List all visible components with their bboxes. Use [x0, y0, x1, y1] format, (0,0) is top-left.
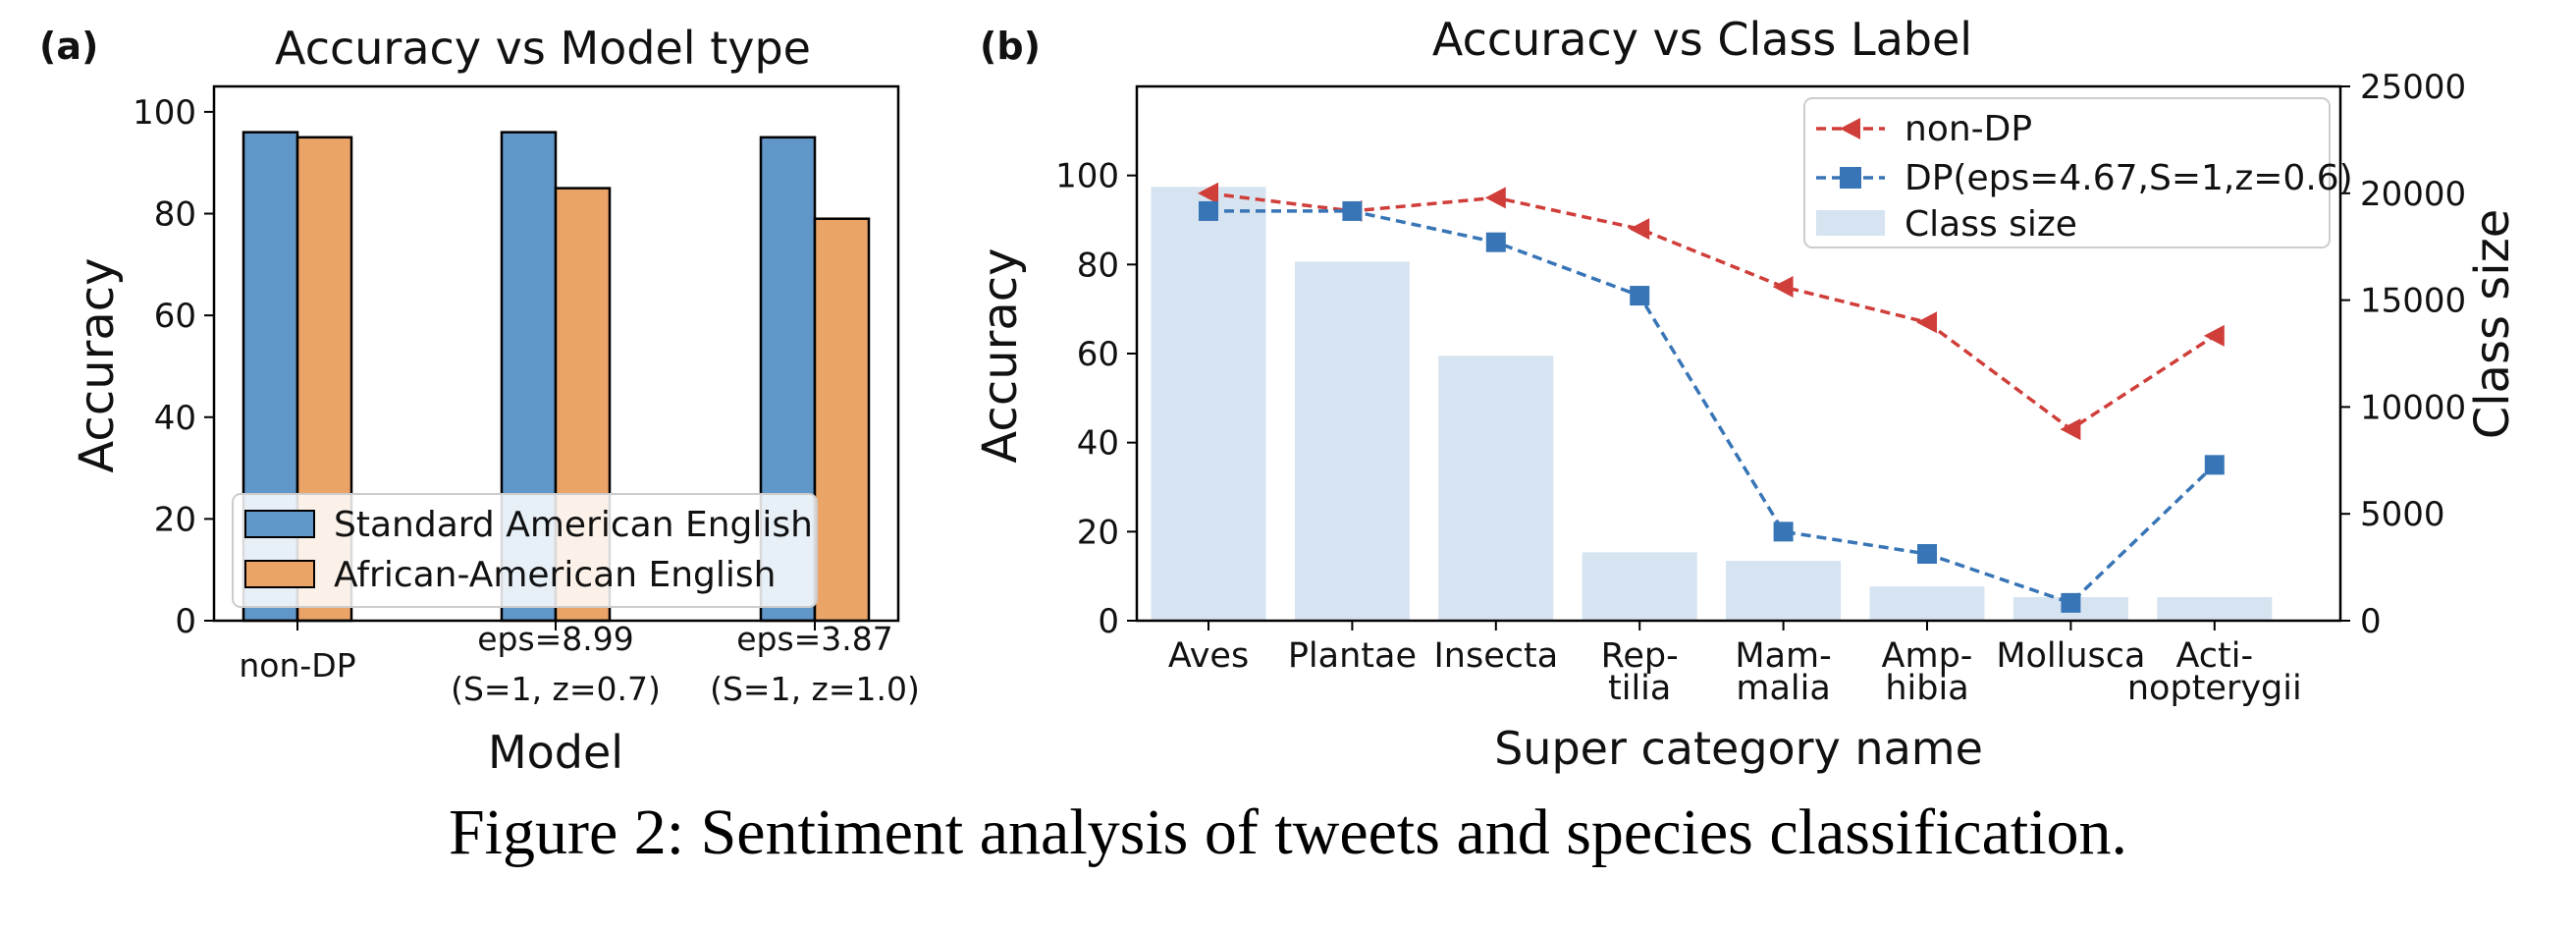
point-nondp-2 — [1484, 187, 1506, 209]
panel-b-x-ticks: Aves Plantae Insecta Rep-tilia Mam-malia Amp-… — [1168, 621, 2302, 708]
point-nondp-0 — [1198, 182, 1218, 204]
y-tick-label: 60 — [154, 297, 196, 336]
point-nondp-7 — [2203, 324, 2225, 347]
classsize-bar-7 — [2157, 597, 2273, 621]
panel-a: (a) Accuracy vs Model type Accuracy Mode… — [39, 22, 920, 779]
point-dp-1 — [1342, 200, 1363, 221]
y2-tick-label: 25000 — [2360, 68, 2466, 107]
y2-tick-label: 10000 — [2360, 388, 2466, 427]
point-dp-4 — [1773, 521, 1794, 542]
figure-caption: Figure 2: Sentiment analysis of tweets a… — [448, 796, 2128, 868]
y2-tick-label: 15000 — [2360, 282, 2466, 321]
y-tick-label: 60 — [1077, 335, 1119, 374]
classsize-bar-4 — [1726, 561, 1842, 621]
point-dp-7 — [2204, 455, 2225, 475]
x-tick-label: eps=8.99 — [477, 620, 634, 658]
y-tick-label: 40 — [154, 399, 196, 438]
legend-label-nondp: non-DP — [1905, 109, 2032, 149]
panel-b: (b) Accuracy vs Class Label Accuracy Cla… — [973, 13, 2520, 775]
point-dp-3 — [1630, 286, 1650, 306]
panel-b-title: Accuracy vs Class Label — [1432, 13, 1972, 66]
y-tick-label: 0 — [1098, 602, 1119, 641]
point-dp-5 — [1917, 544, 1937, 564]
x-tick-label: non-DP — [239, 646, 355, 685]
y-tick-label: 20 — [1077, 513, 1119, 552]
y-tick-label: 20 — [154, 500, 196, 539]
line-dp — [1208, 209, 2217, 605]
panel-a-legend: Standard American English African-Americ… — [232, 493, 818, 608]
line-nondp — [1208, 192, 2216, 432]
classsize-bar-3 — [1582, 552, 1697, 621]
y-tick-label: 100 — [1055, 157, 1119, 196]
x-tick-label: malia — [1736, 669, 1830, 708]
bar-aae-2 — [813, 217, 871, 623]
point-dp-6 — [2061, 592, 2081, 613]
x-tick-label: Acti- — [2175, 636, 2253, 676]
panel-b-bars — [1151, 187, 2273, 621]
point-nondp-3 — [1629, 218, 1650, 241]
classsize-bar-2 — [1438, 356, 1554, 621]
panel-a-plot-frame — [212, 84, 900, 623]
x-tick-label: (S=1, z=0.7) — [451, 670, 661, 708]
point-dp-0 — [1199, 200, 1218, 221]
legend-label-sae: Standard American English — [334, 505, 813, 545]
panel-b-y-ticks: 0 20 40 60 80 100 — [1055, 157, 1137, 641]
legend-marker-dp — [1840, 167, 1861, 189]
legend-label-classsize: Class size — [1905, 204, 2077, 245]
y2-tick-label: 5000 — [2360, 495, 2445, 534]
legend-marker-nondp — [1840, 118, 1860, 139]
legend-label-dp: DP(eps=4.67,S=1,z=0.6) — [1905, 158, 2353, 198]
x-tick-label: Amp- — [1882, 636, 1973, 676]
y-tick-label: 40 — [1077, 424, 1119, 464]
point-nondp-4 — [1772, 276, 1794, 298]
x-tick-label: Mollusca — [1996, 636, 2145, 676]
figure: (a) Accuracy vs Model type Accuracy Mode… — [39, 13, 2520, 779]
x-tick-label: eps=3.87 — [736, 620, 893, 658]
panel-b-xlabel: Super category name — [1494, 722, 1983, 775]
x-tick-label: Plantae — [1288, 636, 1417, 676]
y-tick-label: 80 — [1077, 246, 1119, 285]
panel-b-legend: non-DP DP(eps=4.67,S=1,z=0.6) Class size — [1803, 97, 2353, 248]
x-tick-label: Insecta — [1433, 636, 1558, 676]
x-tick-label: Rep- — [1601, 636, 1679, 676]
panel-b-plot-frame — [1135, 84, 2342, 623]
legend-swatch-sae — [244, 510, 315, 538]
legend-label-aae: African-American English — [334, 555, 776, 595]
panel-a-title: Accuracy vs Model type — [275, 22, 811, 75]
classsize-bar-1 — [1294, 261, 1410, 621]
y-tick-label: 80 — [154, 195, 196, 235]
y2-tick-label: 0 — [2360, 602, 2382, 641]
x-tick-label: hibia — [1885, 669, 1968, 708]
x-tick-label: tilia — [1608, 669, 1671, 708]
y-tick-label: 0 — [175, 602, 196, 641]
legend-swatch-classsize — [1816, 210, 1885, 236]
classsize-bar-5 — [1869, 586, 1985, 621]
y-tick-label: 100 — [133, 93, 196, 133]
y2-tick-label: 20000 — [2360, 175, 2466, 214]
panel-a-x-ticks: non-DP eps=8.99 (S=1, z=0.7) eps=3.87 (S=1, … — [239, 620, 920, 708]
x-tick-label: nopterygii — [2127, 669, 2302, 708]
panel-b-ylabel: Accuracy — [973, 247, 1028, 463]
x-tick-label: (S=1, z=1.0) — [710, 670, 920, 708]
panel-b-y2label: Class size — [2465, 209, 2520, 440]
panel-b-lines — [1198, 182, 2225, 613]
legend-swatch-aae — [244, 560, 315, 588]
panel-a-xlabel: Model — [488, 726, 623, 779]
panel-b-y2-ticks: 0 5000 10000 15000 20000 25000 — [2340, 68, 2466, 641]
panel-b-label: (b) — [980, 25, 1041, 68]
legend-frame — [232, 493, 818, 608]
point-dp-2 — [1485, 232, 1506, 252]
x-tick-label: Aves — [1168, 636, 1249, 676]
panel-a-y-ticks: 0 20 40 60 80 100 — [133, 93, 214, 641]
point-nondp-5 — [1916, 311, 1937, 334]
x-tick-label: Mam- — [1735, 636, 1831, 676]
panel-a-ylabel: Accuracy — [70, 257, 125, 472]
panel-a-label: (a) — [39, 25, 98, 68]
point-nondp-6 — [2060, 418, 2081, 441]
classsize-bar-0 — [1151, 187, 1266, 621]
legend-frame — [1803, 97, 2331, 248]
